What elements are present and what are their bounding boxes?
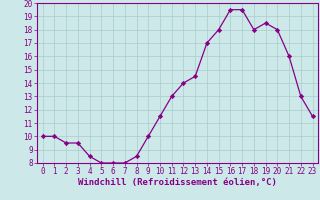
X-axis label: Windchill (Refroidissement éolien,°C): Windchill (Refroidissement éolien,°C) <box>78 178 277 187</box>
